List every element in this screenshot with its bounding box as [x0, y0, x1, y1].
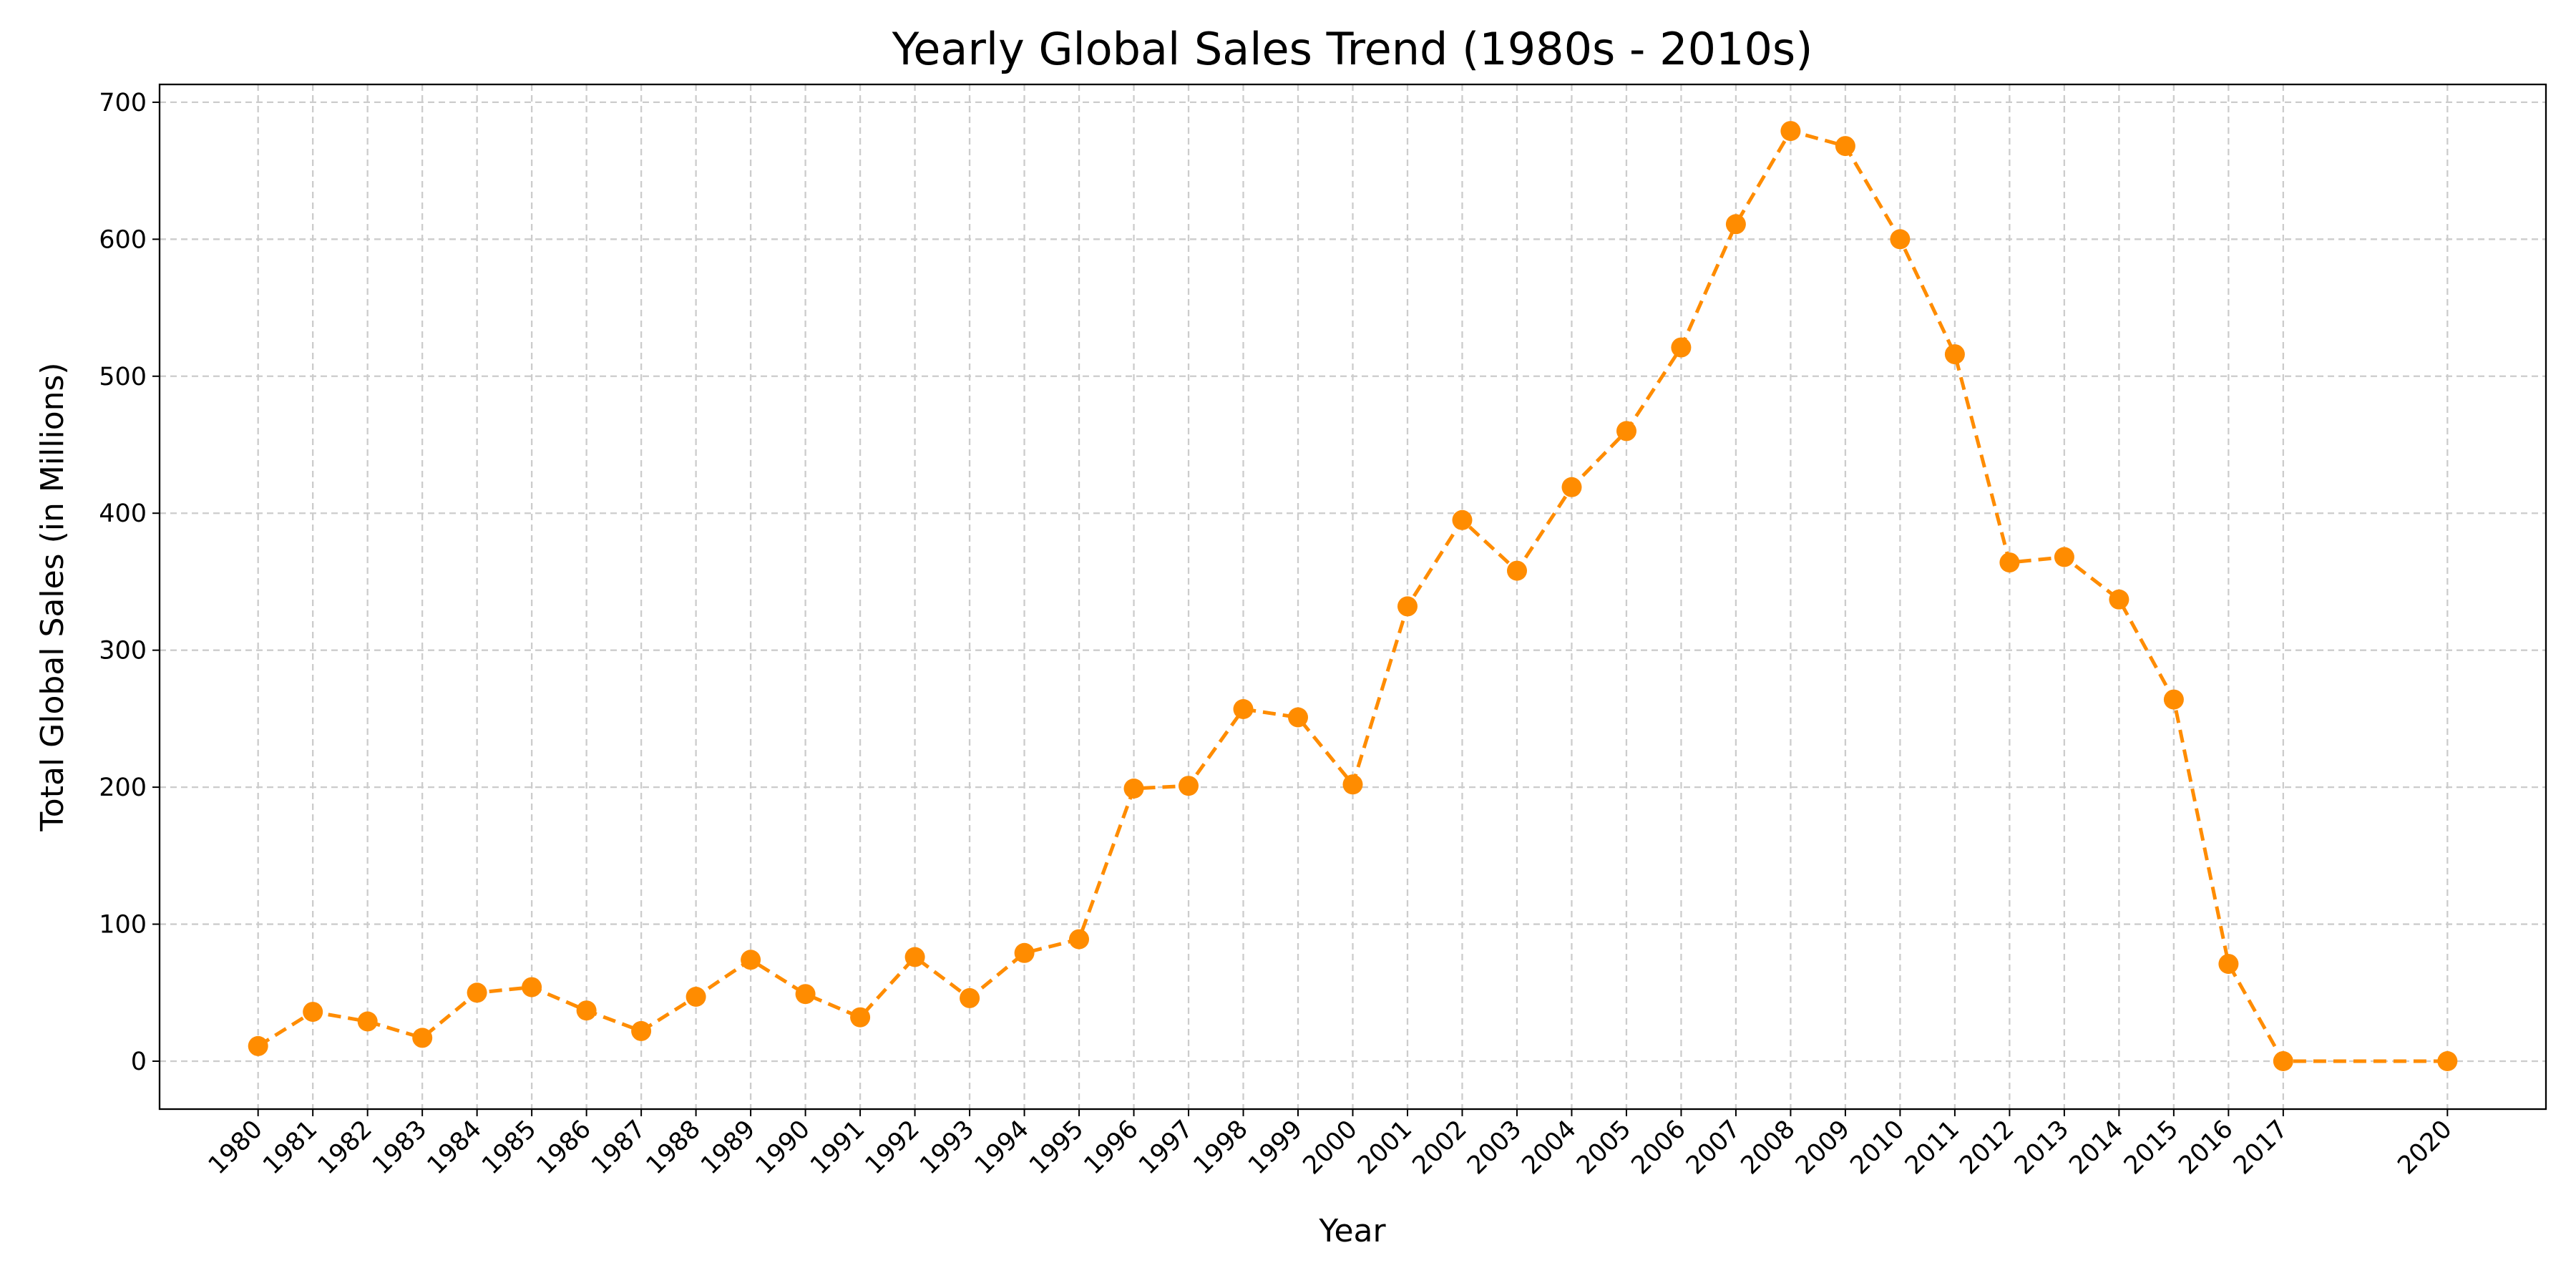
data-point: [2054, 547, 2074, 567]
data-point: [631, 1020, 652, 1041]
x-tick-label: 1990: [751, 1115, 816, 1180]
data-point: [1944, 344, 1965, 365]
x-tick-label: 2010: [1845, 1115, 1911, 1180]
grid-layer: [160, 84, 2546, 1109]
x-tick-label: 2004: [1517, 1115, 1582, 1180]
x-tick-label: 2003: [1462, 1115, 1527, 1180]
x-tick-label: 2006: [1626, 1115, 1692, 1180]
x-tick-label: 2011: [1900, 1115, 1965, 1180]
x-tick-label: 1987: [586, 1115, 651, 1180]
data-point: [686, 987, 706, 1007]
data-point: [2109, 589, 2129, 610]
y-tick-label: 200: [99, 774, 147, 802]
x-tick-label: 1992: [860, 1115, 925, 1180]
data-point: [412, 1028, 433, 1048]
series-line: [257, 129, 2448, 1063]
x-tick-label: 2002: [1407, 1115, 1473, 1180]
data-point: [1835, 136, 1855, 157]
data-point: [1014, 942, 1035, 963]
x-tick-label: 2017: [2228, 1115, 2293, 1180]
y-tick-label: 700: [99, 89, 147, 117]
data-point: [850, 1007, 871, 1028]
y-tick-label: 0: [131, 1048, 147, 1076]
ticks-layer: 1980198119821983198419851986198719881989…: [99, 89, 2457, 1180]
y-tick-label: 500: [99, 363, 147, 391]
x-tick-label: 2014: [2064, 1115, 2129, 1180]
data-point: [576, 1000, 597, 1021]
data-point: [741, 950, 761, 970]
data-point: [2218, 954, 2239, 975]
data-point: [1780, 121, 1801, 142]
y-tick-label: 100: [99, 911, 147, 940]
x-tick-label: 1999: [1243, 1115, 1308, 1180]
x-tick-label: 1994: [970, 1115, 1035, 1180]
x-tick-label: 1996: [1079, 1115, 1144, 1180]
series-layer: [248, 121, 2458, 1071]
data-point: [2163, 689, 2184, 710]
data-point: [303, 1002, 323, 1023]
x-tick-label: 1995: [1024, 1115, 1089, 1180]
data-point: [1233, 699, 1254, 719]
data-point: [357, 1011, 378, 1032]
data-point: [1507, 560, 1527, 581]
data-point: [2437, 1051, 2458, 1071]
x-tick-label: 1981: [258, 1115, 323, 1180]
x-tick-label: 2009: [1790, 1115, 1855, 1180]
x-tick-label: 1989: [696, 1115, 761, 1180]
data-point: [1123, 779, 1144, 799]
data-point: [904, 947, 925, 967]
data-point: [522, 977, 542, 997]
x-tick-label: 2005: [1571, 1115, 1636, 1180]
data-point: [467, 982, 487, 1003]
x-tick-label: 1982: [313, 1115, 378, 1180]
x-tick-label: 2020: [2392, 1115, 2457, 1180]
data-point: [248, 1035, 268, 1056]
x-tick-label: 1985: [477, 1115, 542, 1180]
y-tick-label: 300: [99, 637, 147, 665]
x-tick-label: 1984: [422, 1115, 487, 1180]
data-point: [1397, 596, 1418, 617]
x-tick-label: 1998: [1189, 1115, 1254, 1180]
x-tick-label: 1997: [1133, 1115, 1199, 1180]
x-tick-label: 2016: [2173, 1115, 2238, 1180]
data-point: [1342, 774, 1363, 795]
x-tick-label: 1980: [203, 1115, 268, 1180]
data-point: [1890, 229, 1911, 250]
x-axis-label: Year: [1318, 1213, 1386, 1249]
data-point: [2273, 1051, 2293, 1071]
x-tick-label: 2008: [1736, 1115, 1801, 1180]
x-tick-label: 1991: [805, 1115, 870, 1180]
x-tick-label: 1983: [367, 1115, 432, 1180]
data-point: [1452, 509, 1473, 530]
data-point: [1179, 776, 1199, 796]
y-axis-label: Total Global Sales (in Millions): [34, 362, 71, 831]
x-tick-label: 1986: [532, 1115, 597, 1180]
data-point: [1999, 552, 2020, 573]
axes-frame: [158, 83, 2547, 1111]
x-tick-label: 2015: [2119, 1115, 2184, 1180]
data-point: [1725, 214, 1746, 235]
x-tick-label: 2007: [1681, 1115, 1746, 1180]
x-tick-label: 2000: [1298, 1115, 1363, 1180]
data-point: [960, 987, 980, 1008]
data-point: [1671, 337, 1692, 358]
x-tick-label: 1988: [641, 1115, 706, 1180]
data-point: [795, 984, 816, 1005]
x-tick-label: 2013: [2009, 1115, 2074, 1180]
data-point: [1561, 477, 1582, 497]
x-tick-label: 1993: [914, 1115, 980, 1180]
x-tick-label: 2012: [1954, 1115, 2019, 1180]
chart-title: Yearly Global Sales Trend (1980s - 2010s…: [892, 23, 1813, 75]
y-tick-label: 600: [99, 225, 147, 254]
data-point: [1616, 421, 1636, 441]
data-point: [1069, 929, 1089, 950]
x-tick-label: 2001: [1352, 1115, 1418, 1180]
data-point: [1288, 707, 1308, 728]
y-tick-label: 400: [99, 499, 147, 528]
